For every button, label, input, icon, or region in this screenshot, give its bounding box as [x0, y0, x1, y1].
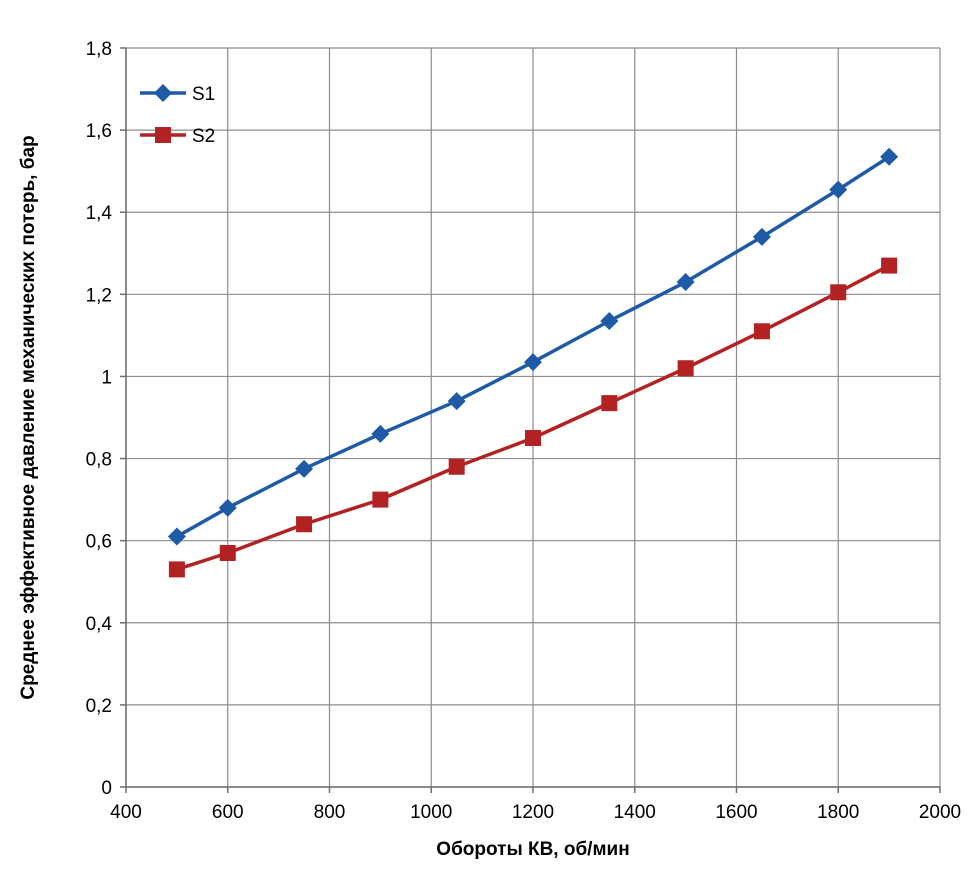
grid [125, 47, 941, 788]
x-tick-label: 1400 [614, 802, 656, 823]
data-point-S2 [601, 395, 618, 412]
x-tick-label: 1000 [410, 802, 452, 823]
y-tick-label: 1,2 [86, 285, 112, 306]
x-tick-label: 1800 [817, 802, 859, 823]
data-point-S2 [525, 430, 541, 447]
data-point-S2 [168, 561, 185, 578]
legend: S1 S2 [140, 84, 215, 147]
data-point-S2 [830, 284, 847, 301]
data-point-S2 [677, 360, 694, 377]
data-point-S1 [600, 312, 619, 331]
data-point-S2 [753, 323, 770, 340]
y-tick-label: 0,4 [86, 614, 113, 635]
y-tick-label: 1,8 [86, 39, 112, 60]
series-S1 [167, 147, 899, 546]
data-point-S2 [881, 257, 898, 274]
x-tick-label: 1200 [512, 802, 554, 823]
y-tick-label: 0 [101, 778, 112, 799]
x-tick-label: 400 [110, 802, 142, 823]
data-point-S2 [372, 491, 389, 508]
legend-marker [154, 84, 172, 102]
data-point-S1 [524, 353, 542, 372]
legend-marker [155, 127, 171, 143]
data-point-S1 [752, 227, 771, 246]
y-tick-label: 0,6 [86, 532, 112, 553]
y-tick-label: 1,4 [86, 203, 113, 224]
x-axis-title: Обороты КВ, об/мин [436, 839, 629, 860]
data-point-S1 [676, 273, 695, 292]
axes: 400 600 800 1000 1200 1400 1600 1800 2000 0 0,2 0,4… [86, 39, 962, 823]
y-tick-label: 1 [101, 367, 112, 388]
legend-entry-S1: S1 [140, 84, 215, 105]
y-axis-title: Среднее эффективное давление механически… [18, 135, 39, 699]
x-tick-label: 1600 [715, 802, 757, 823]
x-tick-label: 2000 [919, 802, 961, 823]
data-point-S1 [295, 459, 314, 478]
data-point-S1 [829, 180, 848, 199]
series-layer [167, 147, 899, 578]
data-point-S2 [219, 544, 236, 561]
data-point-S1 [447, 392, 466, 411]
data-point-S1 [218, 498, 237, 517]
x-tick-label: 600 [212, 802, 244, 823]
legend-label: S1 [192, 84, 215, 105]
data-point-S1 [880, 147, 899, 166]
legend-entry-S2: S2 [140, 126, 215, 147]
data-point-S2 [448, 458, 465, 475]
y-tick-label: 0,2 [86, 696, 112, 717]
y-tick-label: 1,6 [86, 121, 112, 142]
y-tick-label: 0,8 [86, 450, 112, 471]
series-S2 [168, 257, 898, 578]
data-point-S1 [371, 424, 390, 443]
data-point-S2 [296, 516, 313, 533]
legend-label: S2 [192, 126, 215, 147]
x-tick-label: 800 [314, 802, 346, 823]
data-point-S1 [167, 527, 186, 546]
